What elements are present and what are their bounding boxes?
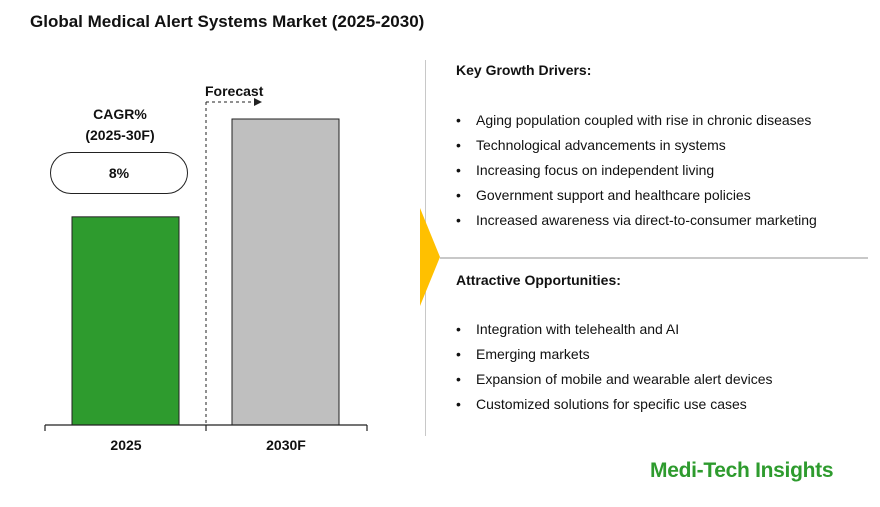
- x-tick-2030f: 2030F: [266, 437, 306, 453]
- forecast-label: Forecast: [205, 83, 264, 99]
- cagr-label-line1: CAGR%: [93, 106, 147, 122]
- list-item: Increasing focus on independent living: [456, 158, 817, 183]
- cagr-label: CAGR% (2025-30F): [50, 104, 190, 146]
- bar-2030f: [231, 118, 340, 426]
- list-item: Customized solutions for specific use ca…: [456, 392, 773, 417]
- brand-logo: Medi-Tech Insights: [650, 459, 834, 482]
- list-item: Technological advancements in systems: [456, 133, 817, 158]
- list-item: Integration with telehealth and AI: [456, 317, 773, 342]
- opportunities-list: Integration with telehealth and AI Emerg…: [456, 317, 773, 417]
- chart-title: Global Medical Alert Systems Market (202…: [30, 12, 425, 31]
- opportunities-heading: Attractive Opportunities:: [456, 272, 621, 288]
- cagr-label-line2: (2025-30F): [85, 127, 155, 143]
- forecast-arrow-head: [254, 98, 262, 106]
- x-tick-2025: 2025: [110, 437, 142, 453]
- panel-divider-horizontal: [440, 257, 868, 259]
- list-item: Expansion of mobile and wearable alert d…: [456, 367, 773, 392]
- list-item: Emerging markets: [456, 342, 773, 367]
- drivers-heading: Key Growth Drivers:: [456, 62, 592, 78]
- list-item: Increased awareness via direct-to-consum…: [456, 208, 817, 233]
- drivers-list: Aging population coupled with rise in ch…: [456, 108, 817, 233]
- list-item: Aging population coupled with rise in ch…: [456, 108, 817, 133]
- market-bar-chart: [44, 98, 368, 431]
- cagr-value-pill: 8%: [50, 152, 188, 194]
- chevron-arrow-icon: [420, 208, 440, 306]
- bar-2025: [71, 216, 180, 426]
- cagr-value: 8%: [108, 165, 130, 181]
- list-item: Government support and healthcare polici…: [456, 183, 817, 208]
